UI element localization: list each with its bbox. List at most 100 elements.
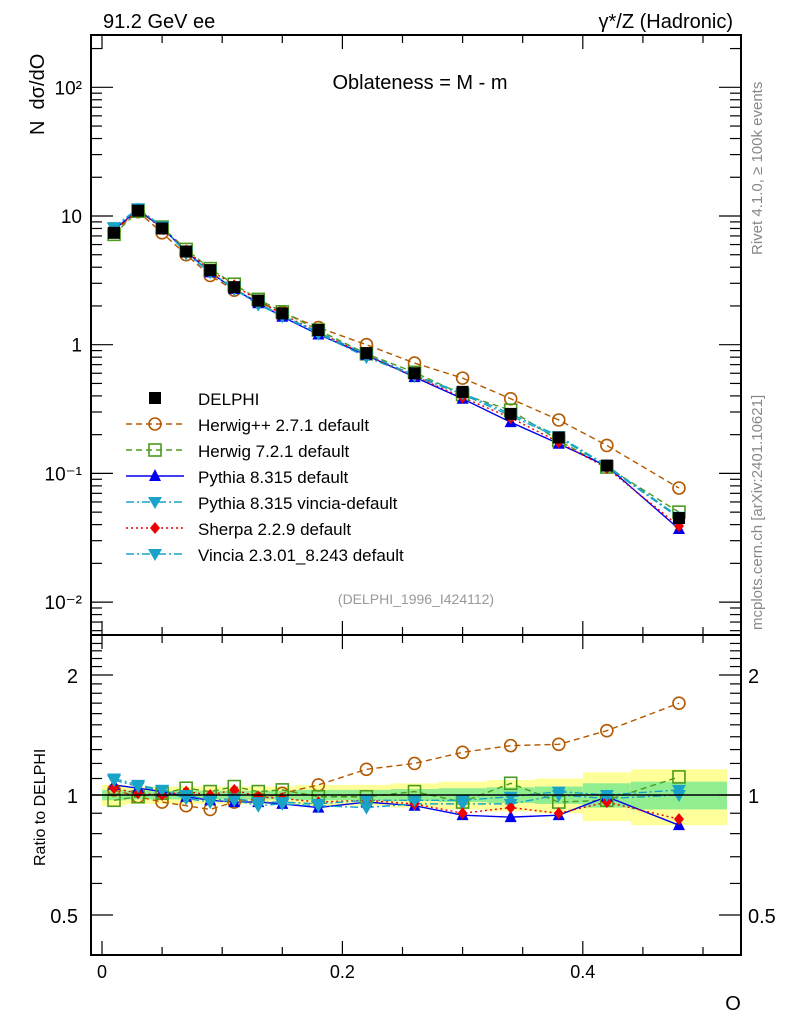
ratio-y-tick-label-right: 1: [748, 786, 759, 808]
main-point-delphi: [132, 204, 145, 217]
header-right-label: γ*/Z (Hadronic): [599, 11, 733, 33]
ratio-point-vincia-2-3-01-8-243-default: [455, 795, 470, 808]
ratio-point-herwig-7-2-1-default: [672, 770, 686, 784]
ratio-point-herwig-2-7-1-default: [455, 745, 470, 760]
ratio-point-vincia-2-3-01-8-243-default: [671, 784, 686, 797]
mcplots-label: mcplots.cern.ch [arXiv:2401.10621]: [749, 395, 766, 630]
ratio-point-sherpa-2-2-9-default: [505, 801, 516, 814]
main-line-vincia-2-3-01-8-243-default: [113, 207, 680, 518]
legend-label: Vincia 2.3.01_8.243 default: [198, 546, 404, 565]
legend-marker: [149, 469, 161, 481]
main-point-delphi: [108, 226, 121, 239]
legend-marker: [150, 522, 160, 534]
ratio-point-vincia-2-3-01-8-243-default: [203, 795, 218, 808]
ratio-y-tick-label-right: 2: [748, 666, 759, 688]
ratio-point-vincia-2-3-01-8-243-default: [251, 797, 266, 810]
ratio-point-sherpa-2-2-9-default: [109, 782, 120, 795]
main-point-delphi: [672, 512, 685, 525]
y-tick-label: 10: [61, 207, 82, 228]
legend-label: Pythia 8.315 default: [198, 468, 349, 487]
legend-marker: [148, 417, 162, 431]
ratio-point-vincia-2-3-01-8-243-default: [227, 793, 242, 806]
ratio-point-sherpa-2-2-9-default: [601, 796, 612, 809]
main-point-herwig-2-7-1-default: [600, 438, 614, 453]
y-tick-label: 1: [71, 336, 82, 357]
main-plot-frame: [90, 34, 742, 636]
ratio-point-vincia-2-3-01-8-243-default: [599, 790, 614, 802]
ratio-point-sherpa-2-2-9-default: [673, 813, 684, 826]
ratio-point-vincia-2-3-01-8-243-default: [179, 790, 194, 802]
ratio-point-vincia-2-3-01-8-243-default: [311, 798, 326, 811]
main-point-delphi: [276, 307, 289, 320]
xlabel: O: [725, 993, 741, 1015]
ratio-line-vincia-2-3-01-8-243-default: [113, 779, 680, 805]
legend-label: Sherpa 2.2.9 default: [198, 520, 351, 539]
ratio-line-sherpa-2-2-9-default: [113, 787, 680, 820]
legend-label: Herwig 7.2.1 default: [198, 442, 349, 461]
main-point-delphi: [204, 264, 217, 277]
ratio-line-herwig-2-7-1-default: [113, 702, 680, 811]
ratio-point-sherpa-2-2-9-default: [457, 807, 468, 820]
main-line-pythia-8-315-default: [113, 208, 680, 530]
main-point-delphi: [408, 367, 421, 380]
x-tick-label: 0: [97, 962, 107, 982]
ratio-point-vincia-2-3-01-8-243-default: [551, 786, 566, 799]
main-point-delphi: [252, 294, 265, 307]
main-point-delphi: [552, 431, 565, 444]
main-point-delphi: [504, 407, 517, 420]
main-ylabel: N dσ/dO: [27, 54, 49, 135]
main-point-delphi: [312, 324, 325, 337]
ratio-point-herwig-2-7-1-default: [407, 756, 422, 771]
ratio-point-pythia-8-315-default: [504, 810, 517, 823]
legend-marker: [148, 443, 162, 457]
legend-marker: [148, 497, 162, 509]
ratio-point-pythia-8-315-vincia-default: [359, 802, 374, 815]
watermark-label: (DELPHI_1996_I424112): [338, 591, 494, 607]
main-line-pythia-8-315-vincia-default: [113, 207, 680, 519]
ratio-ylabel: Ratio to DELPHI: [32, 749, 49, 866]
main-point-delphi: [156, 222, 169, 235]
legend-label: Pythia 8.315 vincia-default: [198, 494, 398, 513]
main-line-herwig-7-2-1-default: [113, 210, 680, 513]
main-point-herwig-2-7-1-default: [672, 481, 686, 495]
rivet-label: Rivet 4.1.0, ≥ 100k events: [749, 82, 766, 255]
ratio-point-vincia-2-3-01-8-243-default: [407, 795, 422, 808]
y-tick-label: 10⁻¹: [45, 464, 83, 485]
legend-label: DELPHI: [198, 390, 259, 409]
ratio-point-herwig-2-7-1-default: [503, 738, 518, 753]
main-point-delphi: [456, 385, 469, 398]
legend-label: Herwig++ 2.7.1 default: [198, 416, 369, 435]
ratio-point-herwig-2-7-1-default: [551, 737, 566, 752]
x-tick-label: 0.4: [570, 962, 595, 982]
ratio-y-tick-label: 0.5: [50, 906, 78, 928]
legend-marker: [148, 549, 162, 561]
main-point-herwig-2-7-1-default: [455, 371, 470, 385]
ratio-point-herwig-7-2-1-default: [503, 776, 518, 791]
plot-title: Oblateness = M - m: [332, 72, 507, 94]
main-point-delphi: [360, 347, 373, 360]
y-tick-label: 10²: [55, 78, 82, 99]
y-tick-label: 10⁻²: [45, 593, 83, 614]
legend: DELPHI Herwig++ 2.7.1 default Herwig 7.2.1…: [126, 390, 404, 565]
x-tick-label: 0.2: [330, 962, 355, 982]
ratio-point-herwig-2-7-1-default: [672, 696, 686, 710]
ratio-point-vincia-2-3-01-8-243-default: [155, 784, 170, 797]
main-point-delphi: [180, 245, 193, 258]
main-point-herwig-2-7-1-default: [551, 413, 566, 427]
ratio-line-herwig-7-2-1-default: [113, 776, 680, 803]
ratio-point-sherpa-2-2-9-default: [229, 783, 240, 796]
ratio-point-herwig-2-7-1-default: [359, 762, 374, 777]
ratio-point-vincia-2-3-01-8-243-default: [107, 775, 122, 788]
ratio-line-pythia-8-315-default: [113, 784, 680, 826]
header-left-label: 91.2 GeV ee: [103, 11, 215, 33]
ratio-point-vincia-2-3-01-8-243-default: [131, 781, 146, 794]
ratio-y-tick-label: 1: [67, 786, 78, 808]
ratio-point-herwig-2-7-1-default: [600, 723, 614, 738]
legend-marker: [149, 392, 161, 404]
ratio-point-vincia-2-3-01-8-243-default: [359, 795, 374, 808]
main-point-delphi: [228, 281, 241, 294]
ratio-y-tick-label-right: 0.5: [748, 906, 776, 928]
ratio-point-sherpa-2-2-9-default: [553, 807, 564, 820]
ratio-y-tick-label: 2: [67, 666, 78, 688]
